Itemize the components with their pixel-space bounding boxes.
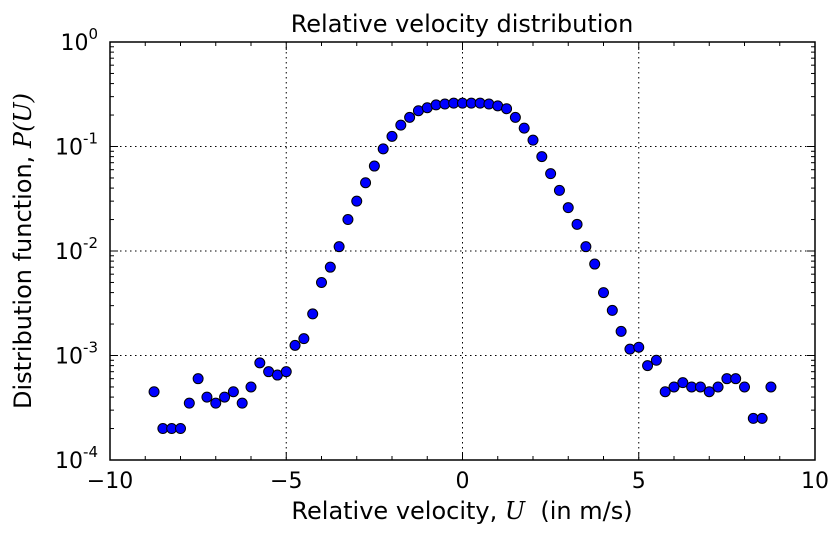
y-tick-label-exponent: 0 (88, 25, 98, 43)
data-point (395, 119, 407, 131)
data-point (245, 381, 257, 393)
y-tick-label: 10-3 (55, 339, 98, 370)
data-point (183, 397, 195, 409)
data-point (201, 391, 213, 403)
data-point (659, 386, 671, 398)
data-point (280, 366, 292, 378)
data-point (360, 177, 372, 189)
x-tick-label: 5 (632, 469, 646, 494)
data-point (739, 381, 750, 393)
y-tick-label-base: 10 (60, 31, 88, 56)
y-tick-label: 10-1 (55, 130, 98, 161)
data-point (483, 98, 495, 110)
data-point (518, 122, 530, 134)
y-tick-label-base: 10 (55, 136, 83, 161)
x-tick-label: 10 (801, 469, 829, 494)
y-axis-label-symbol: P(U) (9, 93, 37, 149)
data-point (553, 184, 565, 196)
chart-title: Relative velocity distribution (291, 10, 634, 38)
data-point (404, 111, 416, 123)
data-point (333, 241, 345, 253)
x-tick-label: −5 (270, 469, 302, 494)
y-tick-label-base: 10 (55, 240, 83, 265)
y-tick-label-exponent: -2 (83, 234, 98, 252)
data-point (756, 412, 768, 424)
data-point (703, 386, 715, 398)
data-point (677, 377, 689, 389)
data-point (606, 304, 618, 316)
x-axis-label-prefix: Relative velocity, (291, 497, 504, 525)
data-point (289, 339, 301, 351)
y-axis-label-prefix: Distribution function, (9, 148, 37, 409)
data-point (316, 276, 327, 288)
data-point (650, 354, 662, 366)
x-tick-labels: −10 −5 0 5 10 (87, 469, 829, 494)
data-point (148, 386, 160, 398)
data-point (386, 130, 398, 142)
data-point (254, 357, 266, 369)
data-point (668, 381, 680, 393)
data-point (562, 202, 574, 214)
data-point (624, 343, 636, 355)
data-point (571, 218, 583, 230)
x-axis-label: Relative velocity, U (in m/s) (291, 497, 632, 525)
data-point (227, 386, 239, 398)
data-point (730, 373, 742, 385)
data-point (298, 333, 310, 345)
data-point (210, 397, 222, 409)
data-point (324, 261, 336, 273)
data-point (633, 341, 645, 353)
data-point (236, 397, 248, 409)
y-axis-label: Distribution function, P(U) (9, 93, 37, 409)
data-point (377, 143, 389, 155)
data-point (351, 195, 363, 207)
data-point (712, 381, 724, 393)
data-point (509, 111, 521, 123)
data-point (589, 258, 601, 270)
data-point (536, 151, 548, 163)
y-tick-label-exponent: -1 (83, 130, 98, 148)
data-point (175, 423, 186, 435)
y-tick-label-base: 10 (55, 449, 83, 474)
data-point (342, 214, 354, 226)
y-tick-label-base: 10 (55, 345, 83, 370)
y-tick-label: 100 (60, 25, 98, 56)
x-tick-label: 0 (456, 469, 470, 494)
data-point (219, 391, 231, 403)
data-point (501, 103, 513, 115)
y-tick-label-exponent: -3 (83, 339, 98, 357)
data-point (307, 308, 319, 320)
data-point (192, 373, 204, 385)
plot-frame (109, 41, 816, 461)
y-tick-label: 10-2 (55, 234, 98, 265)
data-points (148, 97, 777, 435)
data-point (527, 134, 539, 146)
data-point (765, 381, 777, 393)
data-point (545, 168, 557, 180)
data-point (615, 325, 627, 337)
data-point (368, 160, 380, 172)
data-point (642, 360, 654, 372)
x-axis-label-symbol: U (505, 497, 526, 525)
y-tick-label-exponent: -4 (83, 443, 98, 461)
data-point (580, 241, 592, 253)
y-tick-label: 10-4 (55, 443, 98, 474)
data-point (694, 381, 706, 393)
data-point (598, 287, 609, 299)
x-tick-label: −10 (87, 469, 133, 494)
x-axis-label-suffix: (in m/s) (525, 497, 632, 525)
